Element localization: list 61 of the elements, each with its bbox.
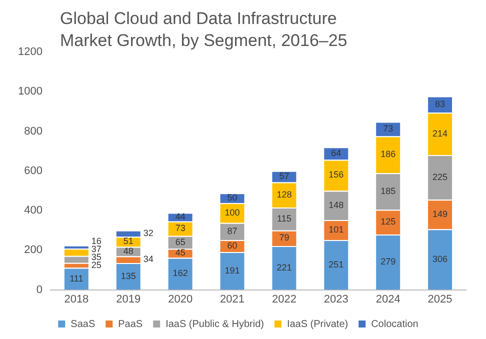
- data-label: 64: [331, 148, 342, 158]
- data-label: 191: [224, 265, 240, 276]
- data-label: 50: [227, 192, 238, 203]
- data-label: 87: [227, 226, 238, 236]
- data-label: 101: [328, 224, 344, 235]
- data-label: 115: [277, 213, 292, 224]
- data-label: 111: [70, 273, 84, 284]
- data-label: 279: [380, 256, 396, 267]
- legend-label: SaaS: [70, 318, 96, 330]
- data-label: 128: [276, 189, 292, 200]
- legend-label: IaaS (Public & Hybrid): [166, 318, 264, 330]
- data-label: 48: [123, 246, 134, 256]
- legend-label: IaaS (Private): [286, 318, 348, 330]
- data-label: 83: [435, 98, 446, 109]
- data-label: 73: [383, 123, 394, 134]
- data-label: 35: [91, 252, 102, 262]
- data-label: 214: [432, 128, 448, 138]
- y-tick-label: 600: [24, 164, 42, 177]
- data-label: 65: [175, 236, 186, 247]
- data-label: 44: [175, 212, 186, 222]
- data-label: 148: [328, 200, 344, 210]
- y-tick-label: 0: [36, 284, 42, 296]
- data-label: 51: [123, 236, 134, 246]
- data-label: 149: [432, 208, 448, 219]
- x-tick-label: 2022: [272, 293, 296, 306]
- y-tick-label: 200: [24, 244, 42, 256]
- data-label: 25: [91, 260, 102, 270]
- data-label: 125: [380, 216, 396, 227]
- legend-label: PaaS: [118, 318, 143, 330]
- legend-label: Colocation: [371, 318, 418, 330]
- x-tick-label: 2020: [168, 293, 193, 306]
- data-label: 186: [380, 149, 396, 160]
- data-label: 57: [279, 171, 290, 182]
- data-label: 37: [91, 244, 102, 254]
- data-label: 135: [120, 270, 136, 281]
- x-tick-label: 2023: [324, 293, 348, 306]
- x-tick-label: 2025: [428, 293, 452, 306]
- data-label: 306: [432, 254, 448, 264]
- data-label: 45: [175, 248, 186, 258]
- x-tick-label: 2019: [116, 293, 141, 306]
- data-label: 225: [432, 172, 448, 182]
- x-tick-label: 2024: [376, 293, 400, 306]
- y-tick-label: 800: [24, 125, 42, 138]
- data-label: 185: [380, 186, 396, 196]
- data-label: 251: [328, 259, 344, 270]
- y-tick-label: 1200: [18, 46, 42, 58]
- data-label: 162: [172, 268, 188, 278]
- data-label: 156: [328, 170, 344, 180]
- y-tick-label: 1000: [18, 86, 42, 98]
- chart-title: Global Cloud and Data Infrastructure Market Growth, by Segment, 2016–25: [60, 8, 348, 52]
- data-label: 34: [143, 254, 154, 264]
- x-tick-label: 2021: [220, 293, 245, 306]
- data-label: 60: [227, 240, 238, 250]
- data-label: 32: [143, 228, 154, 238]
- data-label: 100: [224, 207, 240, 218]
- x-tick-label: 2018: [64, 293, 89, 306]
- y-tick-label: 400: [24, 204, 42, 217]
- data-label: 221: [276, 262, 292, 272]
- data-label: 16: [91, 236, 102, 246]
- data-label: 73: [175, 223, 186, 234]
- data-label: 79: [279, 232, 290, 243]
